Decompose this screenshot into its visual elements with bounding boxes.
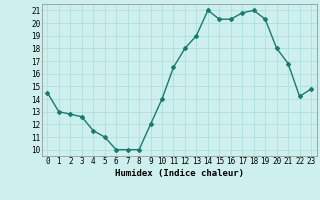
X-axis label: Humidex (Indice chaleur): Humidex (Indice chaleur) <box>115 169 244 178</box>
